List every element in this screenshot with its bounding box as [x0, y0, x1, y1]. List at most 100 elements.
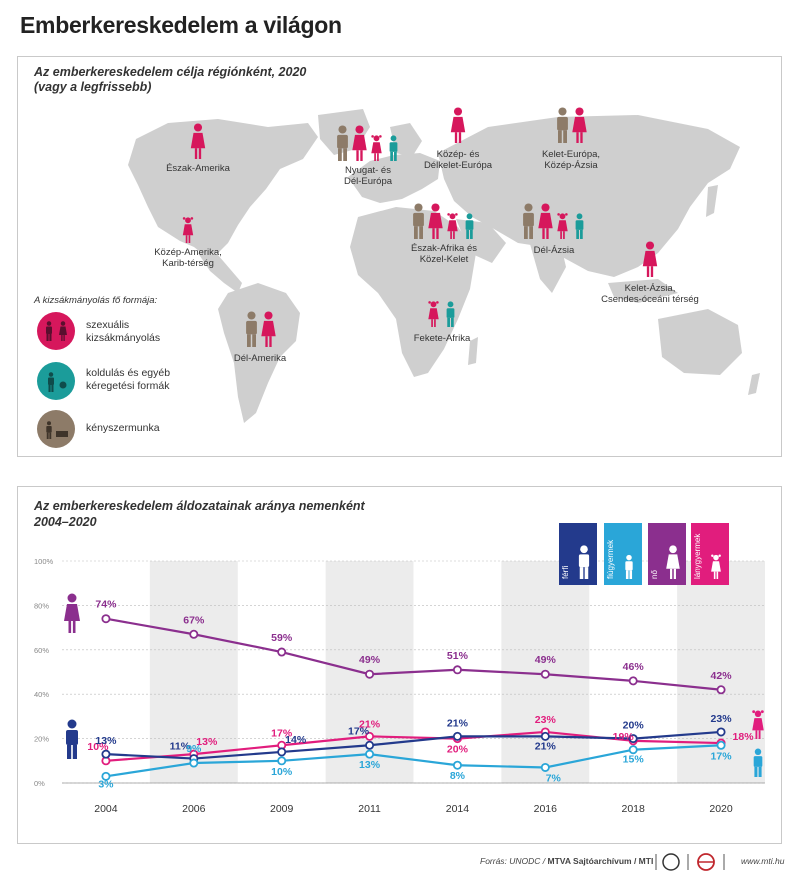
scandinavia-shape [390, 123, 422, 157]
y-tick-label: 100% [34, 557, 54, 566]
figure-man-icon [246, 311, 257, 347]
data-label: 15% [623, 754, 645, 766]
data-label: 10% [87, 741, 109, 753]
begging-icon [37, 362, 75, 400]
data-label: 14% [285, 734, 307, 746]
data-point [716, 740, 726, 750]
legend-nő-box: nő [648, 523, 686, 585]
legend-heading: A kizsákmányolás fő formája: [34, 295, 158, 306]
data-label: 21% [447, 717, 469, 729]
north-america-shape [128, 119, 318, 255]
data-label: 21% [359, 718, 381, 730]
chart-panel: Az emberkereskedelem áldozatainak aránya… [17, 486, 782, 844]
x-tick-label: 2014 [446, 803, 470, 815]
map-subtitle: (vagy a legfrissebb) [34, 80, 152, 94]
data-label: 74% [95, 599, 117, 611]
region-label: Közép- és Délkelet-Európa [423, 149, 493, 171]
data-point [189, 758, 199, 768]
data-label: 7% [546, 772, 562, 784]
legend-man-icon [578, 545, 590, 579]
series-line-0 [105, 617, 722, 691]
map-panel: Az emberkereskedelem célja régiónként, 2… [17, 56, 782, 457]
labour-icon [37, 410, 75, 448]
data-label: 67% [183, 614, 205, 626]
x-tick-label: 2011 [358, 803, 381, 815]
x-tick-label: 2016 [534, 803, 558, 815]
people-icon [37, 312, 75, 350]
data-label: 17% [271, 727, 293, 739]
figure-girl-icon [428, 301, 439, 327]
figure-man-icon [523, 203, 534, 239]
region-label: Közép-Amerika, Karib-térség [154, 247, 222, 269]
data-label: 21% [535, 740, 557, 752]
legend-label-labour: kényszermunka [86, 422, 160, 434]
figure-boy-icon [446, 301, 455, 327]
data-label: 18% [733, 731, 755, 743]
legend-férfi-box: férfi [559, 523, 597, 585]
india-shape [528, 237, 566, 293]
data-label: 13% [359, 759, 381, 771]
central-america-shape [198, 253, 242, 293]
figure-boy-icon [575, 213, 584, 239]
data-label: 17% [711, 750, 733, 762]
data-label: 20% [447, 744, 469, 756]
data-point [101, 614, 111, 624]
data-label: 19% [613, 731, 635, 743]
data-point [716, 685, 726, 695]
legend-person-icon [46, 321, 52, 341]
data-point [628, 745, 638, 755]
x-tick-label: 2009 [270, 803, 294, 815]
data-point [452, 731, 462, 741]
figure-boy-icon [389, 135, 398, 161]
figure-man-icon [557, 107, 568, 143]
japan-shape [706, 185, 718, 217]
data-point [452, 665, 462, 675]
sea-islands-shape [608, 279, 678, 303]
data-label: 51% [447, 650, 469, 662]
data-label: 20% [623, 720, 645, 732]
legend-fiúgyermek-box: fiúgyermek [604, 523, 642, 585]
europe-shape [348, 153, 440, 203]
data-label: 8% [450, 770, 466, 782]
legend-woman-icon [666, 545, 680, 579]
data-label: 49% [359, 654, 381, 666]
region-label: Dél-Amerika [233, 353, 287, 364]
chart-subtitle: 2004–2020 [34, 515, 97, 529]
y-tick-label: 20% [34, 735, 49, 744]
data-point [277, 756, 287, 766]
x-tick-label: 2020 [709, 803, 733, 815]
data-point [540, 669, 550, 679]
data-label: 46% [623, 661, 645, 673]
legend-label-sexual: szexuális kizsákmányolás [86, 319, 161, 344]
data-label: 42% [711, 670, 733, 682]
data-label: 10% [271, 766, 293, 778]
line-chart: 0% 20% 40% 60% 80% 100% 2004 2006 2009 2011 2014 20… [34, 523, 765, 815]
region-label: Kelet-Ázsia, Csendes-óceáni térség [601, 283, 699, 305]
y-tick-label: 40% [34, 690, 49, 699]
madagascar-shape [468, 337, 478, 365]
new-zealand-shape [748, 373, 760, 395]
page-title: Emberkereskedelem a világon [20, 12, 342, 38]
figure-woman-icon [538, 203, 553, 239]
footer-url: www.mti.hu [741, 856, 785, 866]
region-label: Észak-Amerika [166, 163, 230, 174]
legend-series-label: lánygyermek [693, 533, 702, 579]
data-point [365, 669, 375, 679]
data-point [540, 731, 550, 741]
y-tick-label: 60% [34, 646, 49, 655]
region-label: Észak-Afrika és Közel-Kelet [411, 243, 477, 265]
continents [128, 109, 760, 423]
data-point [101, 771, 111, 781]
x-tick-label: 2004 [94, 803, 118, 815]
data-label: 17% [348, 725, 370, 737]
legend-series-label: fiúgyermek [606, 539, 615, 579]
series-line-2 [105, 730, 722, 760]
region-figures [182, 107, 658, 347]
region-label: Kelet-Európa, Közép-Ázsia [541, 149, 601, 171]
figure-woman-icon [572, 107, 587, 143]
legend-lánygyermek-box: lánygyermek [691, 523, 729, 585]
region-label: Fekete-Afrika [413, 333, 471, 344]
footer-logos [655, 853, 725, 871]
series-line-1 [105, 730, 722, 762]
figure-girl-icon [447, 213, 458, 239]
